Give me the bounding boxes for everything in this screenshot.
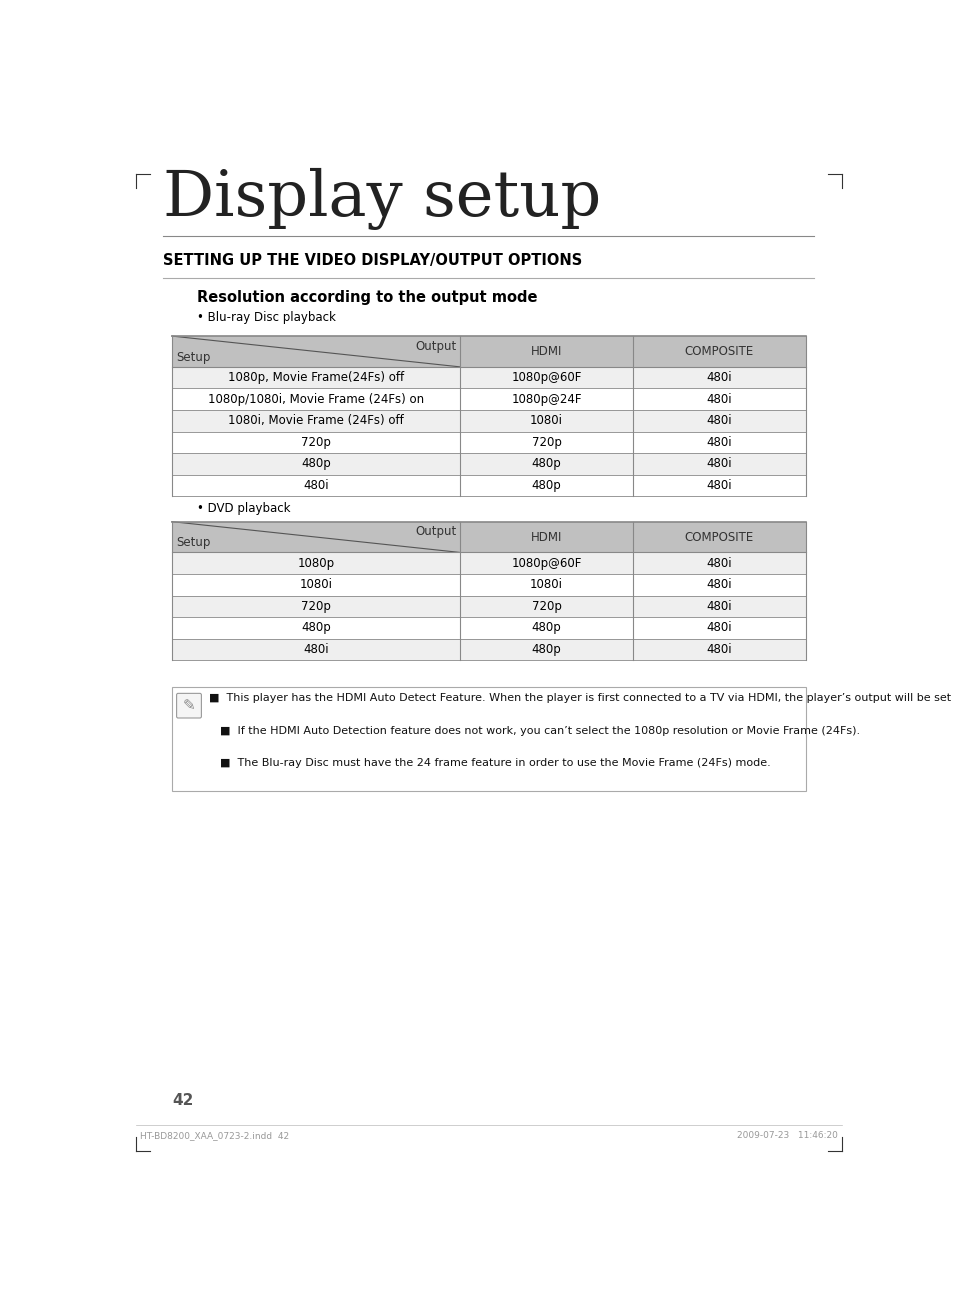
Text: 1080p, Movie Frame(24Fs) off: 1080p, Movie Frame(24Fs) off: [228, 371, 404, 384]
Bar: [172, 639, 805, 660]
Text: 480p: 480p: [531, 479, 561, 492]
Text: 480p: 480p: [531, 458, 561, 471]
Text: 480i: 480i: [706, 436, 732, 449]
Text: 720p: 720p: [531, 600, 561, 613]
Text: 720p: 720p: [301, 436, 331, 449]
Bar: [172, 522, 805, 660]
Text: 480i: 480i: [706, 415, 732, 428]
Text: 480i: 480i: [303, 643, 329, 656]
Text: SETTING UP THE VIDEO DISPLAY/OUTPUT OPTIONS: SETTING UP THE VIDEO DISPLAY/OUTPUT OPTI…: [163, 253, 582, 269]
Text: HT-BD8200_XAA_0723-2.indd  42: HT-BD8200_XAA_0723-2.indd 42: [140, 1131, 289, 1140]
Text: Output: Output: [415, 526, 456, 538]
Text: COMPOSITE: COMPOSITE: [684, 345, 753, 358]
Text: 1080i: 1080i: [530, 415, 562, 428]
Text: Resolution according to the output mode: Resolution according to the output mode: [196, 290, 537, 306]
Text: 480i: 480i: [706, 579, 732, 592]
Text: 480i: 480i: [706, 622, 732, 635]
Bar: [172, 687, 805, 791]
Text: 480p: 480p: [301, 622, 331, 635]
Text: • DVD playback: • DVD playback: [196, 502, 290, 516]
Text: COMPOSITE: COMPOSITE: [684, 530, 753, 543]
Bar: [172, 522, 805, 552]
Text: ■  If the HDMI Auto Detection feature does not work, you can’t select the 1080p : ■ If the HDMI Auto Detection feature doe…: [220, 726, 860, 736]
Bar: [172, 336, 805, 496]
Text: 1080p: 1080p: [297, 556, 335, 569]
Text: Setup: Setup: [175, 537, 210, 550]
Text: 480i: 480i: [706, 371, 732, 384]
Text: 480i: 480i: [706, 479, 732, 492]
Bar: [172, 575, 805, 596]
Text: ■  The Blu-ray Disc must have the 24 frame feature in order to use the Movie Fra: ■ The Blu-ray Disc must have the 24 fram…: [220, 758, 770, 768]
Text: 1080p@60F: 1080p@60F: [511, 556, 581, 569]
Text: 480i: 480i: [706, 392, 732, 405]
Bar: [172, 617, 805, 639]
Text: 42: 42: [172, 1093, 193, 1107]
Text: Setup: Setup: [175, 350, 210, 363]
Text: 480i: 480i: [706, 600, 732, 613]
Text: 1080i: 1080i: [530, 579, 562, 592]
Text: 1080i: 1080i: [299, 579, 333, 592]
Bar: [172, 453, 805, 475]
Bar: [172, 409, 805, 432]
Text: • Blu-ray Disc playback: • Blu-ray Disc playback: [196, 311, 335, 324]
Text: 480p: 480p: [301, 458, 331, 471]
Text: 720p: 720p: [301, 600, 331, 613]
Text: 480i: 480i: [303, 479, 329, 492]
Text: 1080p/1080i, Movie Frame (24Fs) on: 1080p/1080i, Movie Frame (24Fs) on: [208, 392, 424, 405]
Bar: [172, 475, 805, 496]
Text: 1080i, Movie Frame (24Fs) off: 1080i, Movie Frame (24Fs) off: [228, 415, 403, 428]
FancyBboxPatch shape: [176, 693, 201, 718]
Text: 480p: 480p: [531, 622, 561, 635]
Bar: [172, 552, 805, 575]
Text: ■  This player has the HDMI Auto Detect Feature. When the player is first connec: ■ This player has the HDMI Auto Detect F…: [209, 693, 953, 703]
Text: 1080p@60F: 1080p@60F: [511, 371, 581, 384]
Text: 480p: 480p: [531, 643, 561, 656]
Text: ✎: ✎: [182, 698, 195, 714]
Bar: [172, 336, 805, 367]
Bar: [172, 596, 805, 617]
Text: 720p: 720p: [531, 436, 561, 449]
Text: HDMI: HDMI: [530, 530, 561, 543]
Text: Display setup: Display setup: [163, 168, 601, 230]
Text: 2009-07-23   11:46:20: 2009-07-23 11:46:20: [736, 1131, 837, 1140]
Bar: [172, 367, 805, 388]
Text: 480i: 480i: [706, 643, 732, 656]
Text: HDMI: HDMI: [530, 345, 561, 358]
Bar: [172, 388, 805, 409]
Bar: [172, 432, 805, 453]
Text: Output: Output: [415, 340, 456, 353]
Text: 480i: 480i: [706, 556, 732, 569]
Text: 480i: 480i: [706, 458, 732, 471]
Text: 1080p@24F: 1080p@24F: [511, 392, 581, 405]
